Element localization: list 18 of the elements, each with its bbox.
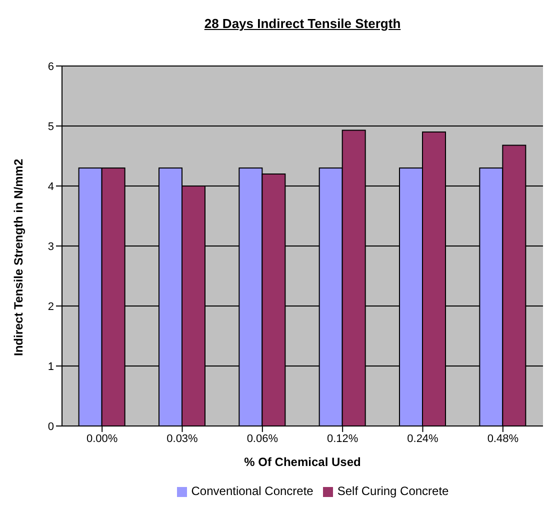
y-tick-label: 2: [48, 300, 54, 313]
legend-label: Conventional Concrete: [191, 484, 314, 498]
y-tick-label: 4: [48, 180, 54, 193]
y-tick-label: 3: [48, 240, 54, 253]
x-tick-label: 0.48%: [487, 432, 519, 445]
x-tick-label: 0.00%: [86, 432, 118, 445]
x-tick-label: 0.12%: [326, 432, 358, 445]
y-tick-label: 0: [48, 420, 54, 433]
y-tick-label: 5: [48, 120, 54, 133]
x-tick-label: 0.06%: [246, 432, 278, 445]
y-tick-label: 6: [48, 60, 54, 73]
chart-title: 28 Days Indirect Tensile Stergth: [203, 16, 402, 31]
legend-label: Self Curing Concrete: [337, 484, 449, 498]
x-tick-label: 0.24%: [407, 432, 439, 445]
x-axis-title: % Of Chemical Used: [244, 455, 361, 469]
y-tick-label: 1: [48, 360, 54, 373]
x-tick-label: 0.03%: [166, 432, 198, 445]
y-axis-title: Indirect Tensile Strength in N/mm2: [11, 158, 26, 356]
